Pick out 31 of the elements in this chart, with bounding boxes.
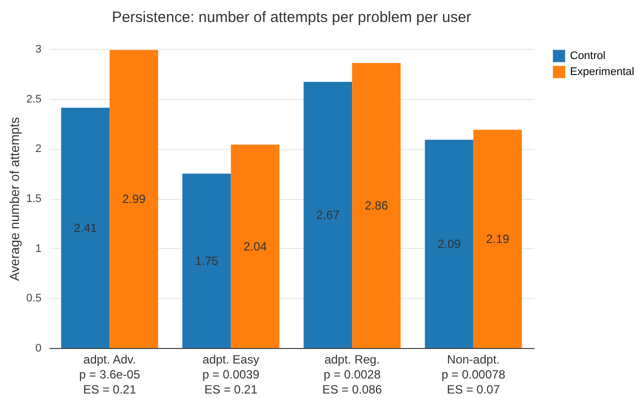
y-tick-label: 2.5 (26, 93, 42, 106)
y-tick-label: 3 (35, 44, 42, 56)
y-tick-label: 2 (35, 143, 42, 156)
data-label: 2.41 (74, 220, 98, 235)
bar (424, 140, 474, 348)
bar (230, 144, 280, 348)
x-tick-label: adpt. Reg. p = 0.0028 ES = 0.086 (322, 352, 382, 396)
data-label: 1.75 (194, 254, 219, 268)
x-tick-label: adpt. Adv. p = 3.6e-05 ES = 0.21 (79, 352, 140, 396)
bar (473, 130, 522, 348)
data-label: 2.86 (364, 198, 388, 212)
data-label: 2.19 (486, 232, 510, 246)
bar (110, 50, 158, 348)
bar (352, 62, 401, 348)
data-label: 2.99 (122, 192, 146, 206)
legend-label: Control (570, 50, 606, 62)
data-label: 2.09 (437, 236, 462, 251)
data-label: 2.67 (316, 208, 340, 222)
bar (304, 82, 352, 348)
y-axis-title: Average number of attempts (7, 116, 22, 281)
y-tick-label: 0.5 (26, 292, 42, 305)
y-tick-label: 1 (35, 242, 42, 255)
bar (61, 108, 110, 348)
chart-title: Persistence: number of attempts per problem per user (112, 9, 472, 26)
legend-label: Experimental (570, 66, 634, 78)
x-tick-label: adpt. Easy p = 0.0039 ES = 0.21 (202, 352, 260, 396)
data-label: 2.04 (243, 239, 268, 254)
y-tick-label: 0 (35, 342, 42, 354)
bar (182, 174, 231, 348)
x-tick-label: Non-adpt. p = 0.00078 ES = 0.07 (442, 352, 506, 396)
y-tick-label: 1.5 (26, 193, 42, 205)
